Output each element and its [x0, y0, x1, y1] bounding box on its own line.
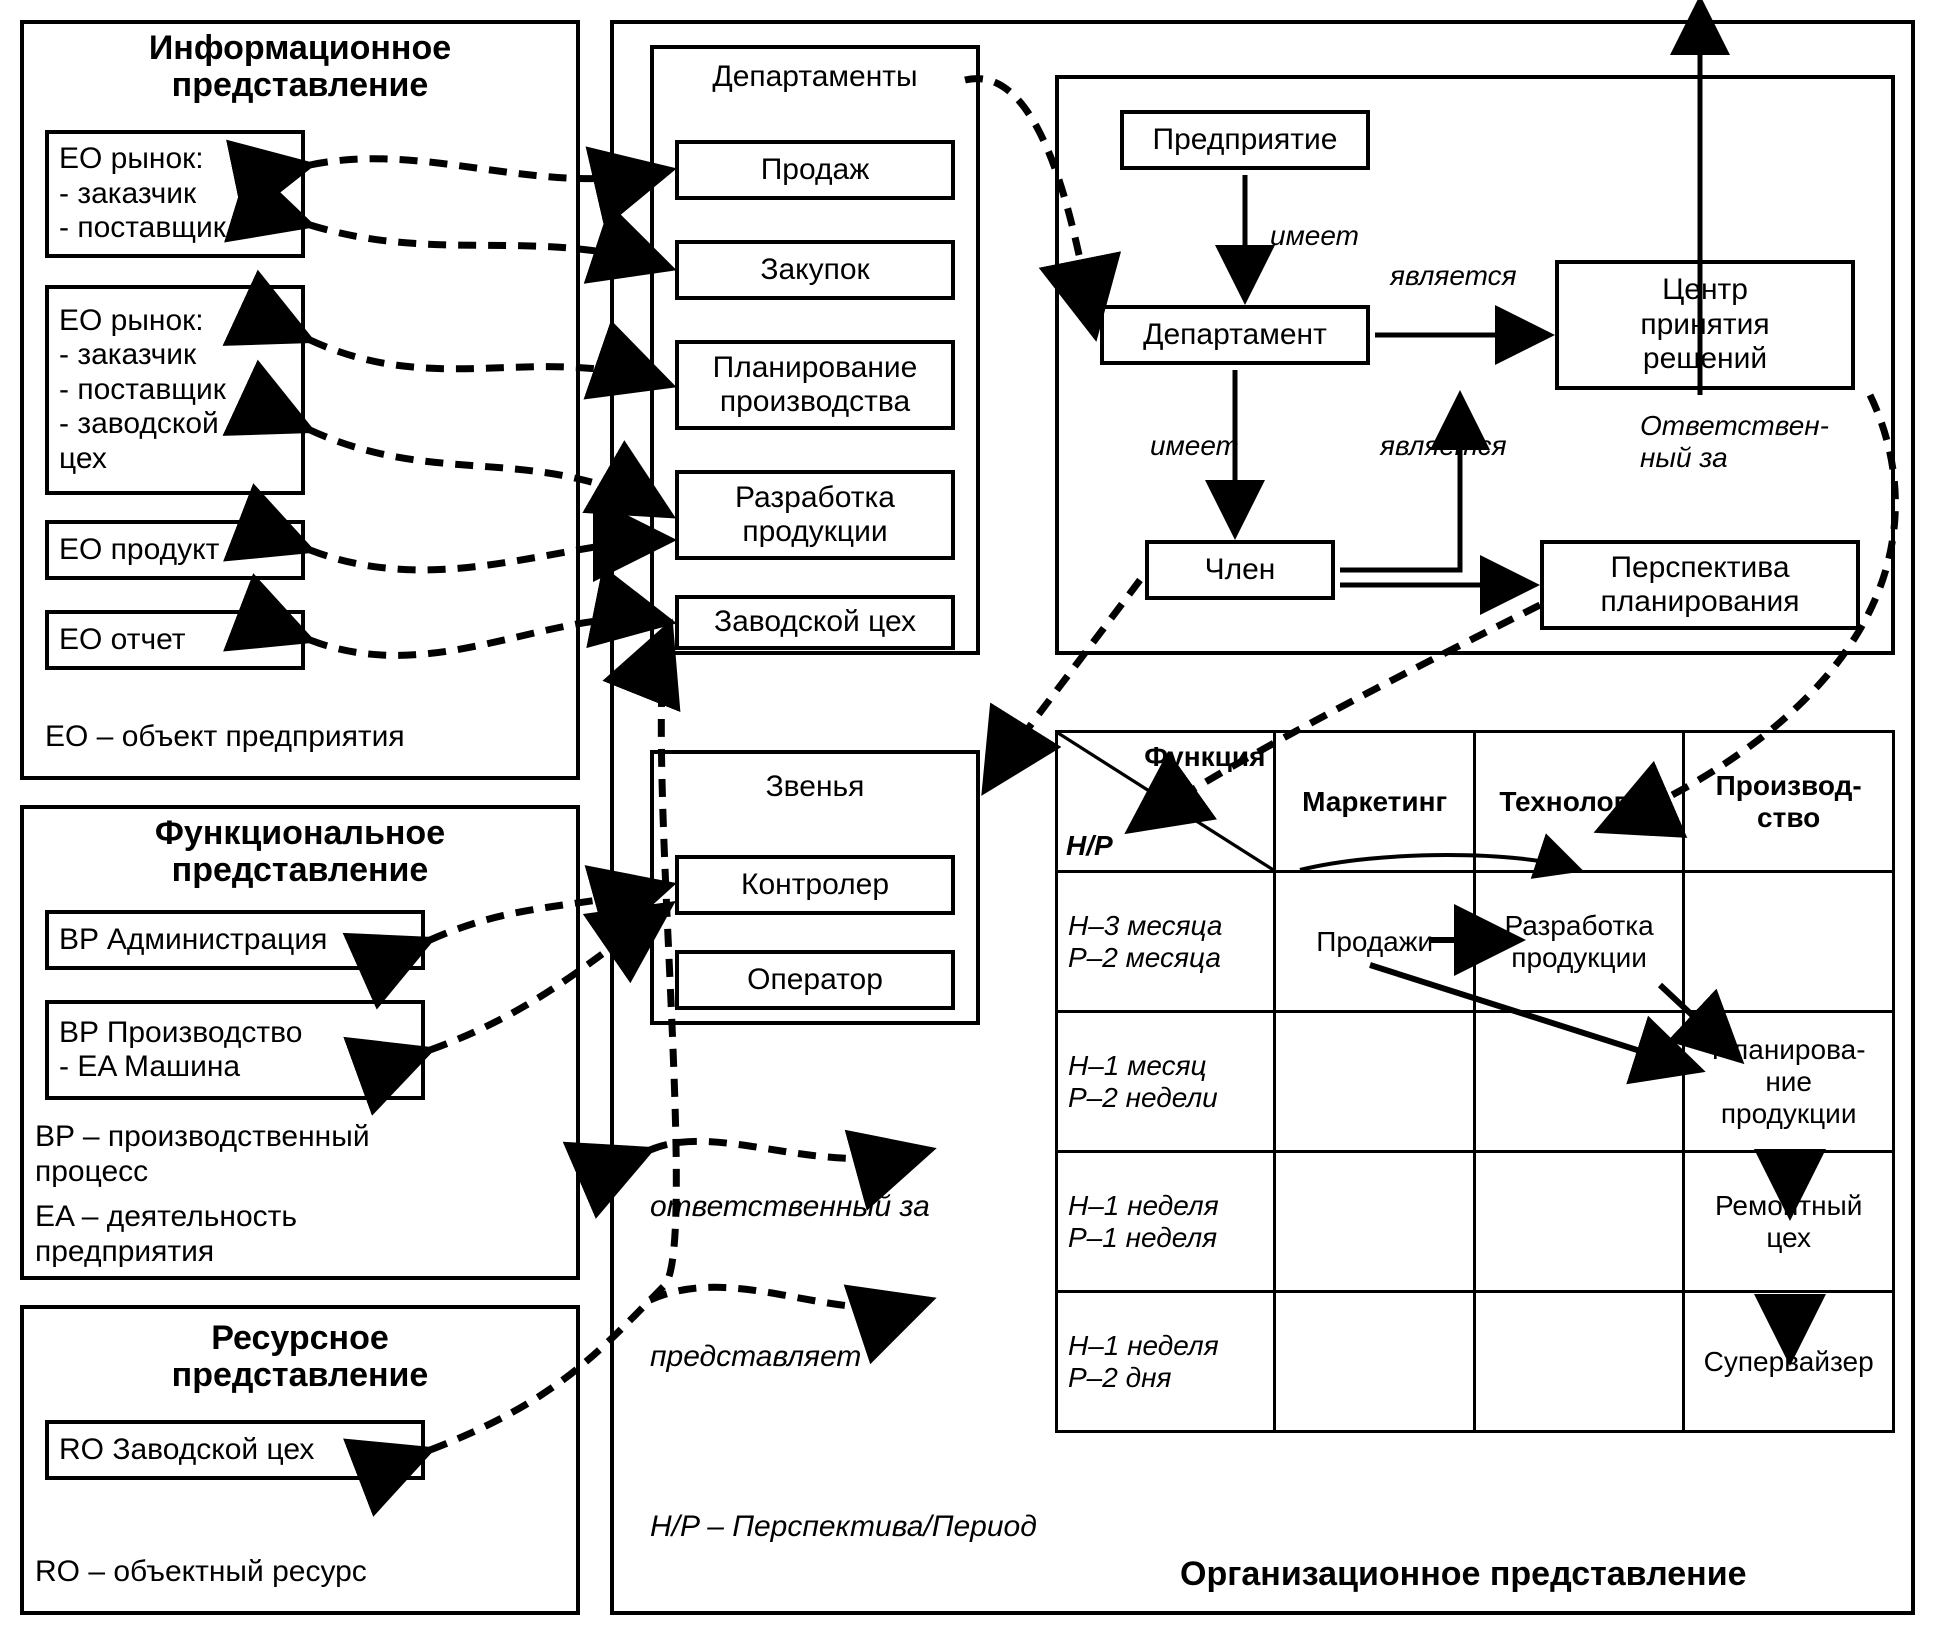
matrix-cell-repair: Ремонтный цех	[1684, 1152, 1894, 1292]
org-department-text: Департамент	[1143, 318, 1327, 353]
matrix-table: Функция H/P Маркетинг Технология Произво…	[1055, 730, 1895, 1433]
info-legend: EO – объект предприятия	[45, 720, 405, 755]
func-box-1-text: BP Администрация	[59, 923, 327, 958]
org-perspective-text: Перспектива планирования	[1601, 551, 1800, 620]
panel-info-title: Информационное представление	[40, 30, 560, 105]
dept-5-text: Заводской цех	[714, 605, 916, 640]
link-1: Контролер	[675, 855, 955, 915]
panel-org-title: Организационное представление	[1180, 1555, 1747, 1594]
info-box-2-text: EO рынок: - заказчик - поставщик - завод…	[59, 304, 226, 477]
info-box-4-text: EO отчет	[59, 623, 186, 658]
dept-4-text: Разработка продукции	[735, 481, 895, 550]
matrix-row-4: H–1 неделя P–2 дня	[1057, 1292, 1275, 1432]
rel-has-1: имеет	[1270, 220, 1359, 252]
info-box-3: EO продукт	[45, 520, 305, 580]
dept-3-text: Планирование производства	[713, 351, 918, 420]
dept-4: Разработка продукции	[675, 470, 955, 560]
matrix-cell-supervisor: Супервайзер	[1684, 1292, 1894, 1432]
dept-2-text: Закупок	[760, 253, 869, 288]
matrix-col-3: Производ- ство	[1684, 732, 1894, 872]
org-member: Член	[1145, 540, 1335, 600]
func-box-1: BP Администрация	[45, 910, 425, 970]
info-box-4: EO отчет	[45, 610, 305, 670]
dept-5: Заводской цех	[675, 595, 955, 650]
matrix-cell-devprod: Разработка продукции	[1474, 872, 1683, 1012]
rel-has-2: имеет	[1150, 430, 1239, 462]
func-box-2: BP Производство - EA Машина	[45, 1000, 425, 1100]
dept-1-text: Продаж	[761, 153, 870, 188]
legend-resp: ответственный за	[650, 1190, 930, 1225]
func-legend1: BP – производственный процесс	[35, 1120, 370, 1189]
link-1-text: Контролер	[741, 868, 889, 903]
func-box-2-text: BP Производство - EA Машина	[59, 1016, 302, 1085]
link-2-text: Оператор	[747, 963, 883, 998]
matrix-corner: Функция H/P	[1057, 732, 1275, 872]
rel-is-2: является	[1380, 430, 1507, 462]
func-legend2: EA – деятельность предприятия	[35, 1200, 297, 1269]
rel-resp: Ответствен- ный за	[1640, 410, 1829, 474]
org-member-text: Член	[1205, 553, 1276, 588]
matrix-row-3: H–1 неделя P–1 неделя	[1057, 1152, 1275, 1292]
legend-repr: представляет	[650, 1340, 861, 1375]
links-header: Звенья	[650, 770, 980, 805]
dept-1: Продаж	[675, 140, 955, 200]
resource-box-1: RO Заводской цех	[45, 1420, 425, 1480]
info-box-1-text: EO рынок: - заказчик - поставщик	[59, 142, 226, 246]
matrix-cell-sales: Продажи	[1275, 872, 1474, 1012]
matrix-corner-top: Функция	[1144, 741, 1265, 773]
matrix-corner-bottom: H/P	[1066, 830, 1113, 862]
rel-is-1: является	[1390, 260, 1517, 292]
link-2: Оператор	[675, 950, 955, 1010]
org-center-text: Центр принятия решений	[1640, 273, 1769, 377]
resource-legend: RO – объектный ресурс	[35, 1555, 367, 1590]
dept-3: Планирование производства	[675, 340, 955, 430]
matrix-footnote: H/P – Перспектива/Период	[650, 1510, 1037, 1545]
dept-2: Закупок	[675, 240, 955, 300]
matrix-col-2: Технология	[1474, 732, 1683, 872]
org-perspective: Перспектива планирования	[1540, 540, 1860, 630]
resource-box-1-text: RO Заводской цех	[59, 1433, 314, 1468]
matrix-row-1: H–3 месяца P–2 месяца	[1057, 872, 1275, 1012]
dept-header: Департаменты	[650, 60, 980, 95]
org-enterprise-text: Предприятие	[1153, 123, 1338, 158]
panel-func-title: Функциональное представление	[40, 815, 560, 890]
org-department: Департамент	[1100, 305, 1370, 365]
org-enterprise: Предприятие	[1120, 110, 1370, 170]
info-box-3-text: EO продукт	[59, 533, 219, 568]
panel-resource-title: Ресурсное представление	[40, 1320, 560, 1395]
matrix-col-1: Маркетинг	[1275, 732, 1474, 872]
info-box-2: EO рынок: - заказчик - поставщик - завод…	[45, 285, 305, 495]
info-box-1: EO рынок: - заказчик - поставщик	[45, 130, 305, 258]
matrix-cell-planprod: Планирова- ние продукции	[1684, 1012, 1894, 1152]
diagram-canvas: Информационное представление EO рынок: -…	[0, 0, 1937, 1649]
org-center: Центр принятия решений	[1555, 260, 1855, 390]
matrix-row-2: H–1 месяц P–2 недели	[1057, 1012, 1275, 1152]
